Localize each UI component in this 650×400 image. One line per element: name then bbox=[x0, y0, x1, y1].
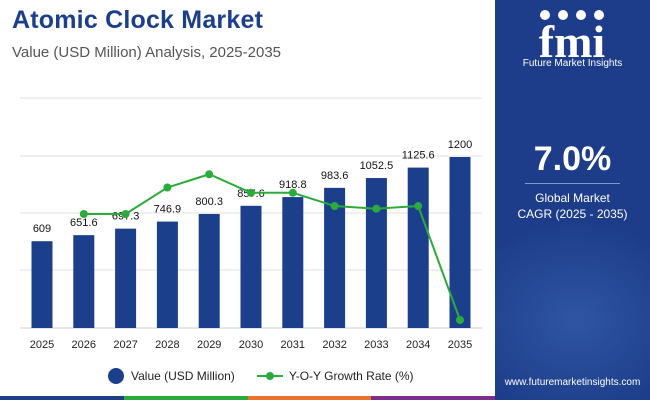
bar-2035 bbox=[449, 157, 471, 328]
bar-label-2031: 918.8 bbox=[279, 179, 307, 191]
growth-point-2034 bbox=[414, 202, 423, 211]
cagr-label: Global Market CAGR (2025 - 2035) bbox=[495, 190, 650, 222]
side-panel: fmi Future Market Insights 7.0% Global M… bbox=[495, 0, 650, 400]
legend: Value (USD Million) Y-O-Y Growth Rate (%… bbox=[108, 368, 436, 384]
bar-label-2025: 609 bbox=[33, 223, 51, 235]
growth-point-2027 bbox=[121, 210, 130, 218]
x-tick-2035: 2035 bbox=[448, 339, 472, 351]
fmi-logo[interactable]: fmi bbox=[515, 8, 630, 60]
chart-title: Atomic Clock Market bbox=[12, 6, 264, 34]
growth-point-2035 bbox=[456, 316, 464, 324]
chart-subtitle: Value (USD Million) Analysis, 2025-2035 bbox=[12, 44, 282, 61]
growth-point-2026 bbox=[79, 210, 88, 218]
divider bbox=[525, 183, 620, 184]
growth-point-2028 bbox=[163, 183, 172, 192]
bar-2032 bbox=[324, 187, 346, 328]
growth-point-2032 bbox=[330, 202, 339, 211]
bar-2025 bbox=[31, 241, 53, 328]
legend-bar-label: Value (USD Million) bbox=[131, 369, 235, 383]
bar-2034 bbox=[407, 167, 429, 328]
bar-label-2026: 651.6 bbox=[70, 217, 98, 229]
growth-line-series bbox=[79, 170, 464, 324]
x-axis-tick-labels: 2025 2026 2027 2028 2029 2030 2031 2032 2033 2034… bbox=[30, 339, 472, 351]
x-tick-2030: 2030 bbox=[239, 339, 263, 351]
bar-label-2034: 1125.6 bbox=[402, 150, 435, 162]
bar-label-2028: 746.9 bbox=[154, 204, 182, 216]
bar-2028 bbox=[156, 221, 178, 328]
footer-strip-segment bbox=[123, 396, 248, 400]
footer-strip-segment bbox=[0, 396, 124, 400]
logo-globe-icon bbox=[594, 10, 604, 20]
growth-point-2031 bbox=[288, 188, 297, 197]
cagr-value: 7.0% bbox=[533, 140, 612, 178]
bar-2029 bbox=[198, 213, 220, 328]
x-tick-2032: 2032 bbox=[322, 339, 346, 351]
logo-globe-icon bbox=[576, 10, 586, 20]
growth-point-2030 bbox=[247, 188, 255, 197]
x-tick-2025: 2025 bbox=[30, 339, 54, 351]
legend-line-label: Y-O-Y Growth Rate (%) bbox=[288, 369, 414, 383]
footer-strip-segment bbox=[371, 396, 495, 400]
logo-subtitle: Future Market Insights bbox=[522, 58, 623, 69]
x-tick-2033: 2033 bbox=[364, 339, 388, 351]
bar-label-2032: 983.6 bbox=[321, 170, 349, 182]
legend-line-swatch bbox=[256, 372, 283, 380]
legend-item-value[interactable]: Value (USD Million) bbox=[108, 368, 235, 384]
x-tick-2027: 2027 bbox=[113, 339, 137, 351]
legend-bar-swatch bbox=[108, 368, 124, 384]
logo-globe-icon bbox=[540, 10, 550, 20]
growth-line bbox=[83, 173, 461, 321]
bar-label-2035: 1200 bbox=[448, 139, 472, 151]
chart-canvas: 609651.6697.3746.9800.3857.6918.8983.610… bbox=[20, 97, 482, 351]
bar-label-2029: 800.3 bbox=[195, 196, 223, 208]
panel-decoration bbox=[495, 220, 650, 400]
x-tick-2028: 2028 bbox=[155, 339, 179, 351]
cagr-label-line-2: CAGR (2025 - 2035) bbox=[517, 207, 628, 221]
growth-point-2029 bbox=[205, 170, 214, 179]
legend-item-growth[interactable]: Y-O-Y Growth Rate (%) bbox=[256, 369, 414, 383]
bar-2030 bbox=[240, 205, 262, 328]
x-tick-2029: 2029 bbox=[197, 339, 221, 351]
bar-2033 bbox=[365, 178, 387, 328]
growth-point-2033 bbox=[372, 204, 381, 213]
x-tick-2031: 2031 bbox=[281, 339, 305, 351]
cagr-label-line-1: Global Market bbox=[535, 191, 610, 205]
website-link[interactable]: www.futuremarketinsights.com bbox=[504, 377, 641, 388]
bar-label-2033: 1052.5 bbox=[360, 160, 394, 172]
bar-2026 bbox=[73, 235, 95, 328]
bar-series bbox=[31, 157, 471, 328]
footer-strip-segment bbox=[247, 396, 372, 400]
footer-color-strip bbox=[0, 396, 495, 400]
bar-2031 bbox=[282, 197, 304, 328]
logo-wordmark: fmi bbox=[539, 16, 606, 60]
x-tick-2034: 2034 bbox=[406, 339, 430, 351]
x-tick-2026: 2026 bbox=[72, 339, 96, 351]
bar-2027 bbox=[115, 228, 137, 328]
logo-globe-icon bbox=[558, 10, 568, 20]
